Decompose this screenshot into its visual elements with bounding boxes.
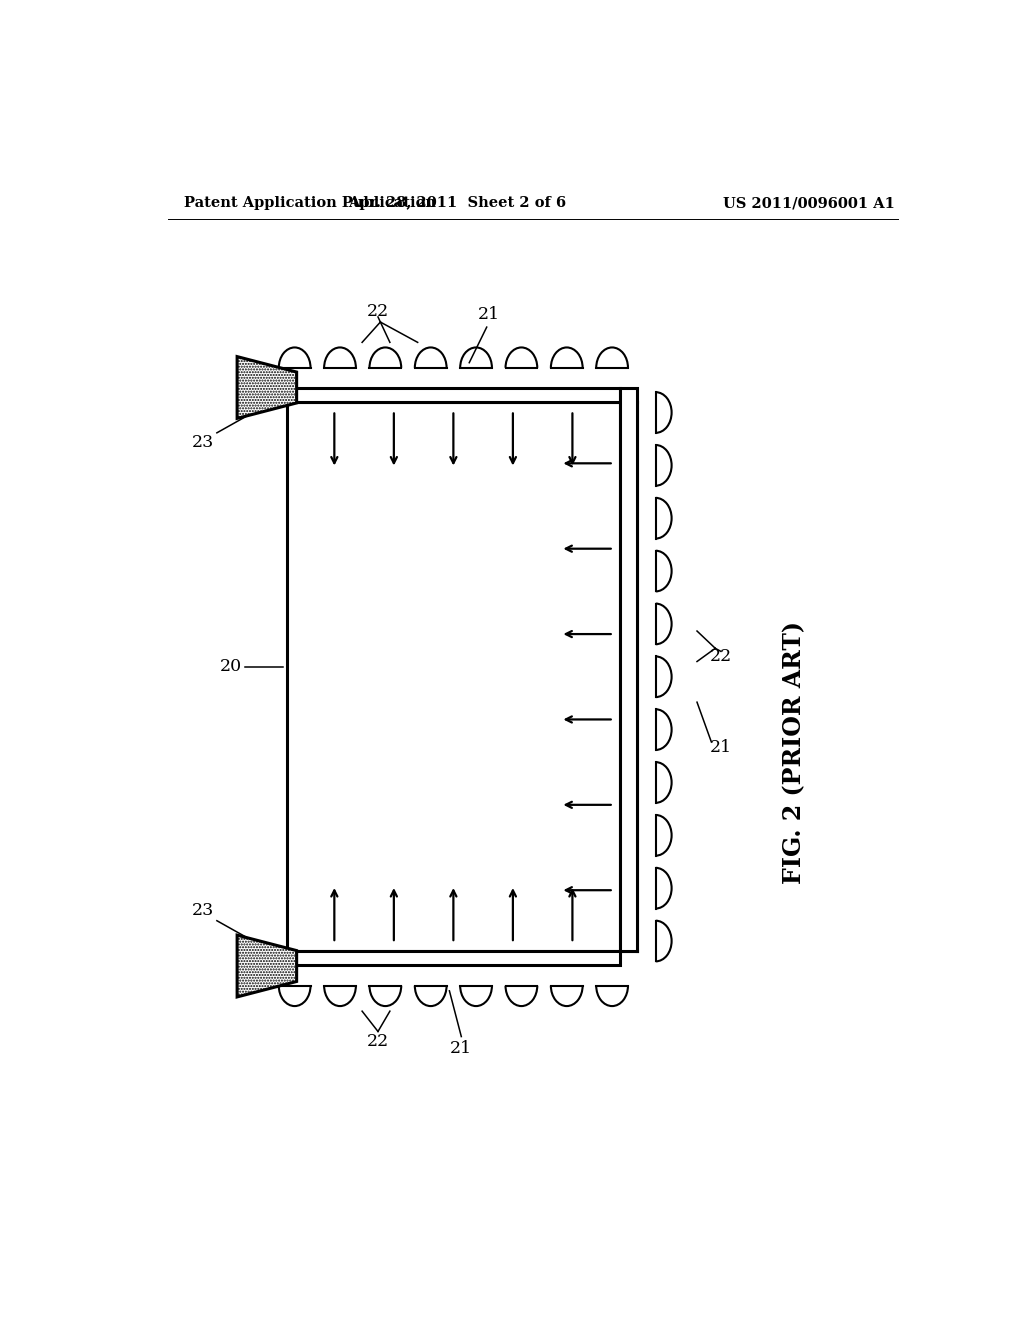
Text: Apr. 28, 2011  Sheet 2 of 6: Apr. 28, 2011 Sheet 2 of 6 [348, 197, 566, 210]
Text: 22: 22 [710, 648, 732, 665]
Text: 21: 21 [478, 306, 500, 323]
Text: 21: 21 [710, 739, 732, 756]
Text: 22: 22 [367, 304, 389, 321]
Bar [287, 388, 621, 403]
Polygon shape [238, 935, 297, 997]
Text: US 2011/0096001 A1: US 2011/0096001 A1 [723, 197, 895, 210]
Bar [287, 952, 621, 965]
Bar [620, 388, 638, 952]
Text: 22: 22 [367, 1034, 389, 1051]
Text: 21: 21 [451, 1040, 472, 1057]
Text: Patent Application Publication: Patent Application Publication [183, 197, 435, 210]
Text: 23: 23 [193, 434, 214, 451]
Text: FIG. 2 (PRIOR ART): FIG. 2 (PRIOR ART) [782, 622, 807, 884]
Text: 23: 23 [193, 902, 214, 919]
Polygon shape [238, 356, 297, 418]
Text: 20: 20 [220, 659, 243, 675]
